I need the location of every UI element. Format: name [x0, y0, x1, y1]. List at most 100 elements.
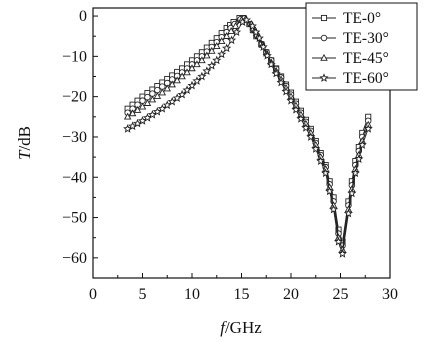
data-point: [357, 140, 367, 149]
data-point: [281, 86, 291, 96]
data-point: [188, 64, 196, 72]
data-point: [286, 95, 296, 105]
legend-label: TE-0°: [343, 10, 381, 27]
data-point: [301, 123, 311, 132]
data-point: [258, 42, 268, 51]
data-point: [363, 124, 373, 133]
data-point: [217, 37, 226, 44]
series-layer: [123, 15, 373, 258]
data-point: [138, 102, 147, 110]
legend-label: TE-45°: [343, 50, 389, 67]
y-axis: 0 −10 −20 −30 −40 −50 −60: [62, 8, 98, 267]
data-point: [147, 109, 157, 119]
data-point: [208, 46, 216, 54]
data-point: [153, 92, 162, 99]
x-tick-label: 15: [234, 286, 250, 303]
data-point: [271, 68, 281, 78]
data-point: [178, 72, 186, 80]
x-tick-label: 0: [89, 286, 97, 303]
data-point: [354, 154, 364, 163]
data-point: [325, 186, 335, 196]
data-point: [158, 88, 167, 96]
x-tick-label: 20: [283, 286, 299, 303]
data-point: [202, 66, 212, 76]
x-axis-label-unit: /GHz: [225, 318, 262, 337]
data-point: [128, 121, 138, 131]
x-axis-label: f/GHz: [220, 318, 262, 337]
data-point: [128, 109, 137, 117]
legend-marker: [320, 53, 328, 61]
data-point: [276, 77, 286, 87]
data-point: [132, 118, 143, 128]
data-point: [350, 168, 360, 178]
data-point: [316, 156, 326, 166]
data-point: [337, 249, 348, 258]
data-point: [262, 50, 272, 60]
legend-marker: [319, 73, 329, 82]
data-point: [231, 27, 242, 37]
y-tick-label: −50: [62, 210, 87, 227]
data-point: [321, 168, 331, 178]
data-point: [333, 236, 344, 246]
data-point: [212, 55, 222, 65]
x-axis: 0 5 10 15 20 25 30: [89, 273, 398, 303]
y-axis-label: T/dB: [15, 126, 34, 160]
data-point: [152, 106, 162, 116]
data-point: [203, 51, 211, 59]
y-tick-label: −40: [62, 169, 87, 186]
data-point: [207, 60, 217, 70]
data-point: [306, 132, 316, 141]
x-tick-label: 10: [184, 286, 200, 303]
legend-item: TE-30°: [312, 30, 389, 47]
legend-item: TE-60°: [312, 70, 389, 87]
y-tick-label: −60: [62, 250, 87, 267]
data-point: [222, 32, 231, 39]
legend-item: TE-0°: [312, 10, 381, 27]
data-point: [254, 33, 264, 43]
y-tick-label: −10: [62, 48, 87, 65]
data-point: [217, 49, 227, 59]
data-point: [142, 113, 153, 122]
y-tick-label: −30: [62, 129, 87, 146]
data-point: [266, 59, 276, 69]
data-point: [227, 35, 237, 45]
x-tick-label: 25: [333, 286, 349, 303]
data-point: [329, 204, 339, 214]
x-tick-label: 30: [382, 286, 398, 303]
data-point: [123, 124, 133, 133]
data-point: [123, 112, 132, 120]
legend-label: TE-30°: [343, 30, 389, 47]
data-point: [247, 21, 257, 31]
data-point: [133, 105, 142, 113]
data-point: [143, 99, 152, 106]
y-tick-label: −20: [62, 89, 87, 106]
x-tick-label: 5: [139, 286, 147, 303]
y-tick-label: 0: [79, 8, 87, 25]
series-star: [123, 15, 373, 258]
data-point: [198, 56, 206, 64]
y-axis-label-unit: /dB: [15, 126, 34, 151]
data-point: [212, 42, 221, 50]
data-point: [343, 208, 353, 218]
data-point: [241, 15, 252, 24]
data-point: [137, 116, 148, 125]
data-point: [148, 95, 157, 103]
data-point: [251, 27, 261, 37]
data-point: [163, 84, 172, 92]
legend-item: TE-45°: [312, 50, 389, 67]
data-point: [311, 144, 321, 153]
data-point: [183, 68, 191, 76]
legend-marker: [320, 34, 328, 42]
legend-marker: [320, 14, 328, 22]
data-point: [222, 43, 232, 53]
data-point: [168, 80, 176, 88]
x-axis-label-italic: f: [220, 318, 227, 337]
data-point: [231, 21, 240, 29]
legend: TE-0° TE-30° TE-45° TE-60°: [305, 2, 418, 91]
data-point: [173, 76, 181, 84]
data-point: [291, 104, 301, 114]
legend-label: TE-60°: [343, 70, 389, 87]
y-axis-label-italic: T: [15, 149, 34, 160]
data-point: [296, 114, 306, 123]
